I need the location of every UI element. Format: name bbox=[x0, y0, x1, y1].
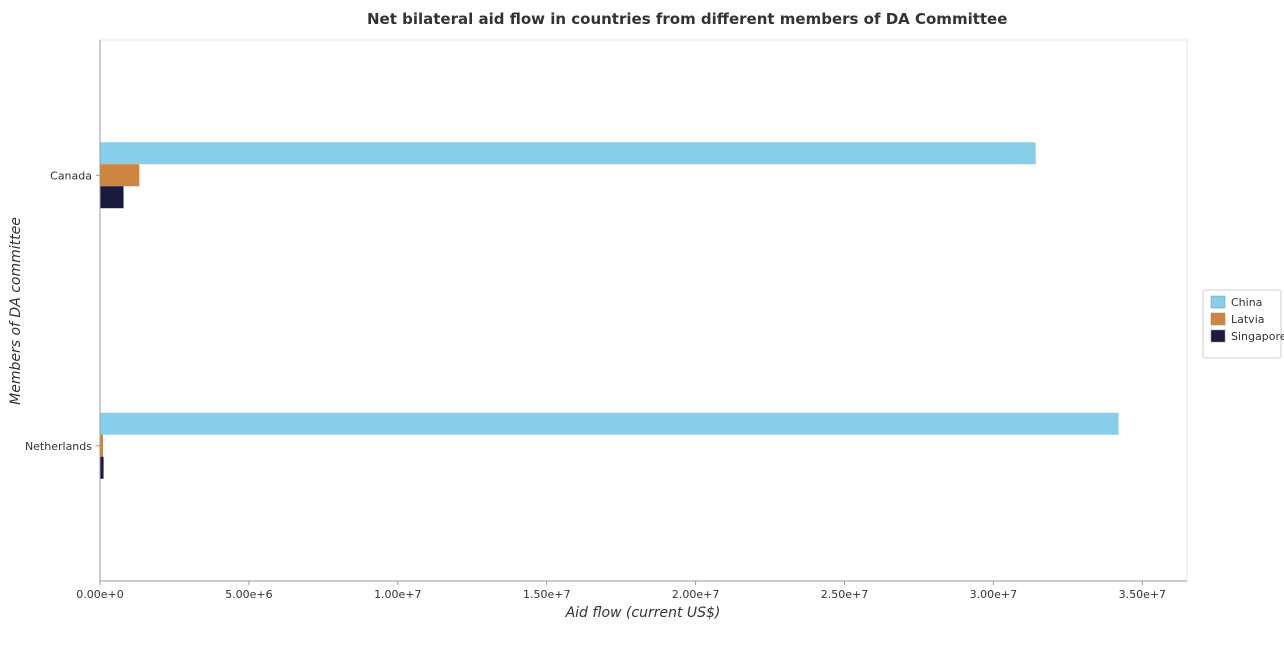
x-tick-label: 1.00e+7 bbox=[374, 588, 421, 601]
legend-label-singapore: Singapore bbox=[1231, 330, 1284, 343]
bar-netherlands-china bbox=[100, 412, 1119, 435]
y-tick-label: Canada bbox=[50, 169, 92, 182]
x-tick-label: 1.50e+7 bbox=[523, 588, 570, 601]
legend-swatch-china bbox=[1210, 295, 1226, 309]
plot-area bbox=[99, 39, 1188, 582]
y-tick-label: Netherlands bbox=[25, 440, 92, 453]
chart-title: Net bilateral aid flow in countries from… bbox=[367, 10, 1007, 28]
x-tick-label: 3.00e+7 bbox=[970, 588, 1017, 601]
bar-canada-singapore bbox=[100, 186, 124, 209]
x-tick-label: 2.00e+7 bbox=[672, 588, 719, 601]
x-tick-label: 0.00e+0 bbox=[76, 588, 123, 601]
bar-netherlands-latvia bbox=[100, 434, 103, 457]
legend: China Latvia Singapore bbox=[1202, 289, 1284, 359]
y-ticks-group: Canada Netherlands bbox=[25, 169, 100, 453]
legend-label-latvia: Latvia bbox=[1231, 313, 1265, 326]
legend-label-china: China bbox=[1231, 296, 1262, 309]
x-ticks-group: 0.00e+0 5.00e+6 1.00e+7 1.50e+7 2.00e+7 2.50e… bbox=[76, 581, 1166, 601]
x-tick-label: 3.50e+7 bbox=[1119, 588, 1166, 601]
bars-group bbox=[100, 142, 1119, 479]
legend-swatch-singapore bbox=[1210, 329, 1226, 343]
legend-swatch-latvia bbox=[1210, 312, 1226, 326]
bar-canada-latvia bbox=[100, 164, 140, 187]
bar-canada-china bbox=[100, 142, 1036, 165]
x-tick-label: 5.00e+6 bbox=[225, 588, 272, 601]
bar-netherlands-singapore bbox=[100, 456, 104, 479]
x-axis-label: Aid flow (current US$) bbox=[565, 605, 721, 621]
x-tick-label: 2.50e+7 bbox=[821, 588, 868, 601]
y-axis-label: Members of DA committee bbox=[8, 217, 24, 405]
